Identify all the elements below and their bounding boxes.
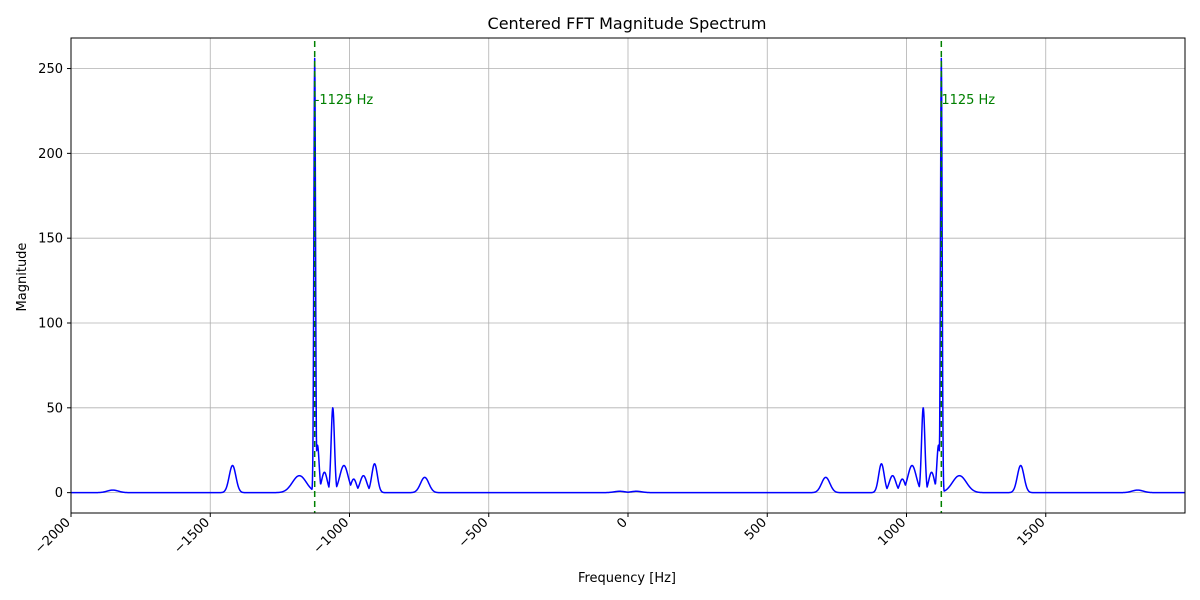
- data-layer: -1125 Hz 1125 Hz: [70, 41, 1186, 513]
- peak-annotation: -1125 Hz: [315, 93, 374, 108]
- y-tick-label: 0: [55, 486, 63, 501]
- spectrum-line: [70, 57, 1186, 494]
- x-axis-label: Frequency [Hz]: [578, 571, 676, 586]
- y-tick-label: 100: [38, 317, 63, 332]
- y-axis-label: Magnitude: [15, 243, 30, 312]
- y-tick-label: 150: [38, 232, 63, 247]
- y-tick-label: 200: [38, 147, 63, 162]
- y-tick-label: 50: [46, 401, 63, 416]
- y-tick-label: 250: [38, 62, 63, 77]
- chart-title: Centered FFT Magnitude Spectrum: [488, 14, 767, 33]
- peak-annotation: 1125 Hz: [941, 93, 995, 108]
- grid: [70, 38, 1185, 513]
